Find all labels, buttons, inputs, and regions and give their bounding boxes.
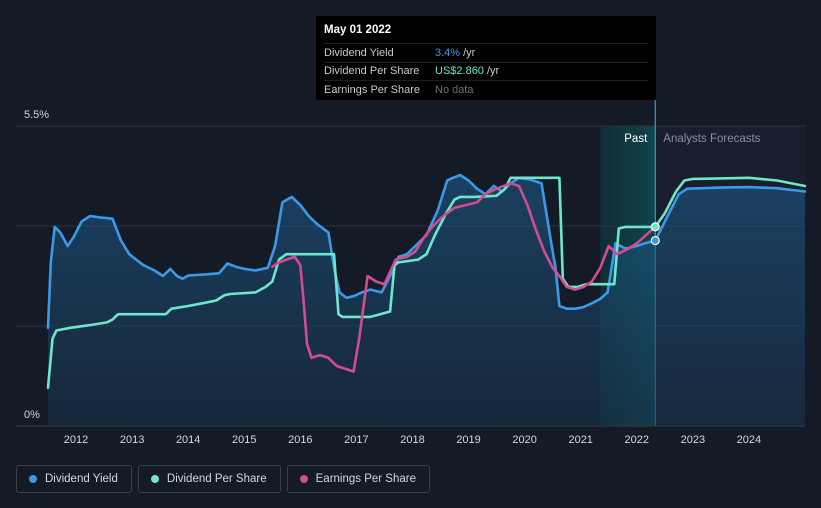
x-tick-label: 2023 bbox=[681, 434, 705, 446]
x-tick-label: 2020 bbox=[512, 434, 536, 446]
x-tick-label: 2019 bbox=[456, 434, 480, 446]
dividend-per-share-line bbox=[46, 176, 807, 390]
past-label: Past bbox=[624, 133, 648, 145]
chart-legend: Dividend Yield Dividend Per Share Earnin… bbox=[16, 465, 430, 493]
y-tick-label: 5.5% bbox=[24, 109, 49, 121]
tooltip-label: Dividend Yield bbox=[324, 46, 394, 59]
legend-label: Dividend Per Share bbox=[166, 473, 267, 485]
tooltip-unit: /yr bbox=[463, 46, 476, 59]
dividend-yield-marker bbox=[650, 235, 660, 246]
tooltip-date: May 01 2022 bbox=[324, 24, 392, 36]
tooltip-row-dividend-yield: Dividend Yield 3.4% /yr bbox=[324, 43, 648, 62]
tooltip-label: Earnings Per Share bbox=[324, 83, 420, 96]
x-tick-label: 2016 bbox=[288, 434, 312, 446]
legend-dot-icon bbox=[29, 475, 37, 483]
tooltip-label: Dividend Per Share bbox=[324, 65, 420, 78]
x-tick-label: 2013 bbox=[120, 434, 144, 446]
tooltip-value: 3.4% bbox=[435, 46, 461, 59]
x-tick-label: 2021 bbox=[568, 434, 592, 446]
dividend-yield-area bbox=[48, 175, 805, 426]
legend-earnings-per-share[interactable]: Earnings Per Share bbox=[286, 465, 430, 493]
x-tick-label: 2024 bbox=[737, 434, 761, 446]
x-tick-label: 2022 bbox=[625, 434, 649, 446]
legend-dividend-yield[interactable]: Dividend Yield bbox=[16, 465, 132, 493]
legend-label: Earnings Per Share bbox=[315, 473, 416, 485]
x-tick-label: 2017 bbox=[344, 434, 368, 446]
earnings-per-share-line bbox=[271, 182, 657, 373]
x-tick-label: 2018 bbox=[400, 434, 424, 446]
tooltip-value: No data bbox=[435, 83, 474, 96]
legend-dot-icon bbox=[150, 475, 159, 483]
legend-dot-icon bbox=[299, 475, 308, 483]
tooltip-row-earnings-per-share: Earnings Per Share No data bbox=[324, 80, 648, 99]
legend-label: Dividend Yield bbox=[45, 473, 118, 485]
legend-dividend-per-share[interactable]: Dividend Per Share bbox=[137, 465, 281, 493]
dividend-per-share-marker bbox=[650, 222, 660, 232]
y-tick-label: 0% bbox=[24, 409, 40, 421]
x-tick-label: 2015 bbox=[232, 434, 256, 446]
tooltip-unit: /yr bbox=[486, 65, 500, 78]
dividend-yield-line bbox=[46, 173, 807, 330]
forecast-label: Analysts Forecasts bbox=[663, 133, 760, 145]
tooltip-value: US$2.860 bbox=[435, 65, 484, 78]
x-tick-label: 2012 bbox=[64, 434, 88, 446]
x-tick-label: 2014 bbox=[176, 434, 200, 446]
tooltip-row-dividend-per-share: Dividend Per Share US$2.860 /yr bbox=[324, 61, 648, 81]
data-tooltip: May 01 2022 Dividend Yield 3.4% /yr Divi… bbox=[316, 16, 656, 100]
